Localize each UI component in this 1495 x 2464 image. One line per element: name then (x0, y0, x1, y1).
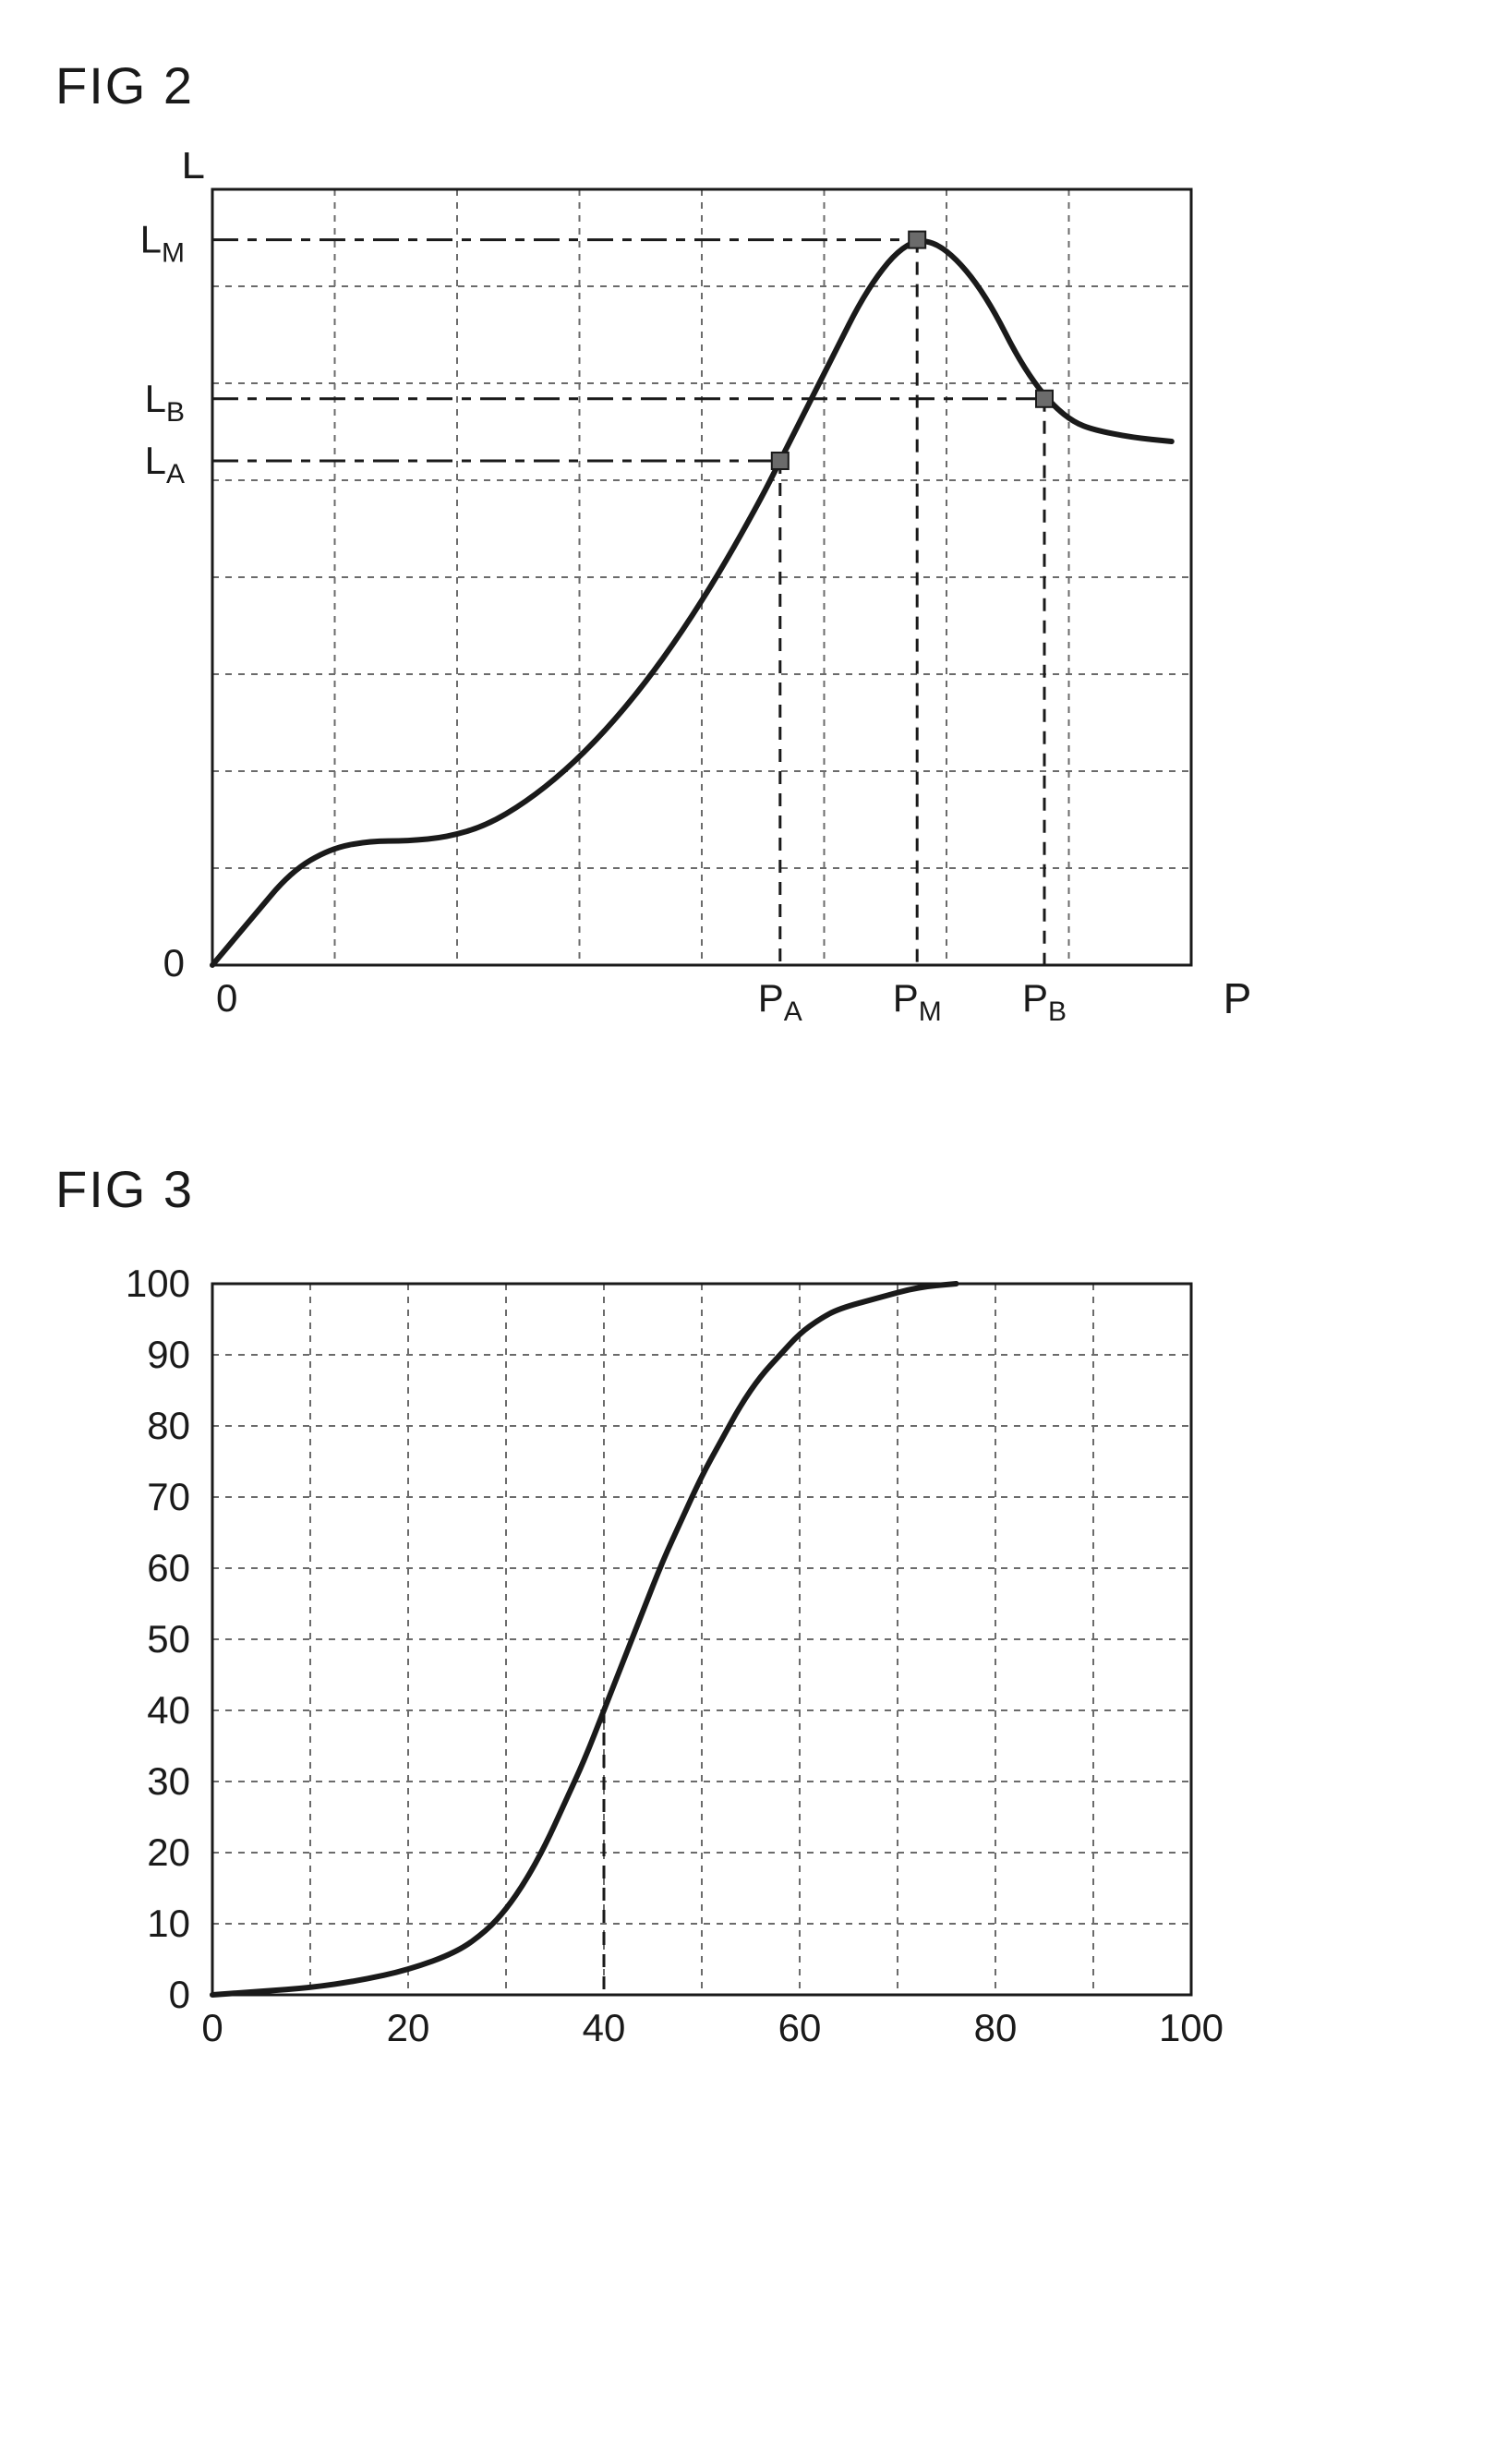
svg-text:20: 20 (387, 2006, 430, 2049)
svg-text:P: P (1224, 974, 1252, 1022)
figure-3-chart: 0 10 20 30 40 50 60 70 80 90 100 0 20 40 60 80 100 (55, 1256, 1256, 2069)
svg-text:20: 20 (147, 1830, 190, 1874)
figure-2-label: FIG 2 (55, 55, 1440, 115)
svg-text:10: 10 (147, 1902, 190, 1945)
svg-text:30: 30 (147, 1759, 190, 1803)
svg-text:LA: LA (145, 439, 185, 489)
svg-text:0: 0 (201, 2006, 223, 2049)
svg-text:0: 0 (216, 976, 237, 1020)
svg-text:100: 100 (1159, 2006, 1224, 2049)
svg-text:60: 60 (147, 1546, 190, 1589)
svg-text:0: 0 (169, 1973, 190, 2016)
svg-text:LM: LM (140, 218, 185, 269)
svg-text:L: L (181, 152, 205, 187)
svg-text:PB: PB (1022, 976, 1067, 1027)
svg-text:70: 70 (147, 1475, 190, 1518)
figure-3: FIG 3 0 10 20 30 40 50 60 70 80 90 100 0 20 40 60 80 100 (55, 1159, 1440, 2069)
svg-text:40: 40 (583, 2006, 626, 2049)
svg-text:80: 80 (974, 2006, 1018, 2049)
svg-text:40: 40 (147, 1688, 190, 1732)
figure-2-chart: 00 L P PA LA PM LM PB LB (55, 152, 1256, 1048)
svg-text:PA: PA (758, 976, 802, 1027)
svg-text:50: 50 (147, 1617, 190, 1661)
svg-text:PM: PM (893, 976, 942, 1027)
svg-text:100: 100 (126, 1262, 190, 1305)
figure-3-label: FIG 3 (55, 1159, 1440, 1219)
svg-text:0: 0 (163, 941, 185, 984)
svg-text:60: 60 (778, 2006, 822, 2049)
figure-2: FIG 2 00 L P PA LA PM LM PB LB (55, 55, 1440, 1048)
svg-text:LB: LB (145, 377, 185, 428)
svg-text:90: 90 (147, 1333, 190, 1376)
svg-text:80: 80 (147, 1404, 190, 1447)
